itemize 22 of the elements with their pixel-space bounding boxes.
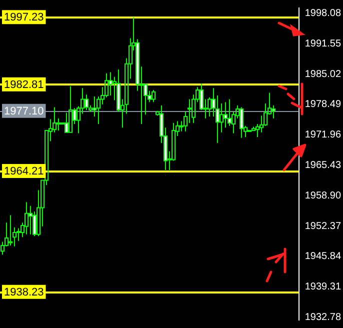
ref-line-label: 1964.21 (4, 165, 44, 178)
y-tick-label: 1998.08 (304, 8, 342, 19)
candlestick (56, 118, 60, 131)
y-tick-label: 1932.78 (304, 312, 342, 324)
y-tick-label: 1958.90 (304, 190, 342, 202)
y-tick-label: 1945.84 (304, 251, 342, 262)
ref-line-label: 1997.23 (4, 12, 44, 24)
candlestick (68, 86, 72, 133)
y-tick-label: 1952.37 (304, 220, 342, 232)
y-tick-label: 1991.55 (304, 38, 342, 50)
y-tick-label: 1971.96 (304, 130, 342, 141)
ref-line-label: 1977.10 (4, 105, 44, 118)
y-tick-label: 1965.43 (304, 160, 342, 172)
candlestick (188, 98, 192, 124)
candlestick (24, 202, 28, 235)
candlestick (8, 214, 12, 246)
candlestick (220, 102, 224, 133)
y-tick-label: 1978.49 (304, 99, 342, 110)
ref-line-label: 1982.81 (4, 78, 44, 91)
y-tick-label: 1939.31 (304, 282, 342, 293)
ref-line-label: 1938.23 (4, 286, 44, 298)
y-tick-label: 1985.02 (304, 68, 342, 80)
